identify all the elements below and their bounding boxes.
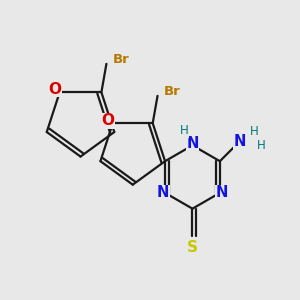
Text: N: N	[157, 185, 169, 200]
Text: N: N	[233, 134, 246, 149]
Text: H: H	[257, 139, 266, 152]
Text: S: S	[187, 240, 198, 255]
Text: O: O	[101, 113, 114, 128]
Text: H: H	[180, 124, 188, 137]
Text: Br: Br	[164, 85, 181, 98]
Text: H: H	[250, 125, 258, 138]
Text: Br: Br	[113, 53, 130, 66]
Text: N: N	[186, 136, 199, 151]
Text: O: O	[48, 82, 61, 97]
Text: N: N	[216, 185, 228, 200]
